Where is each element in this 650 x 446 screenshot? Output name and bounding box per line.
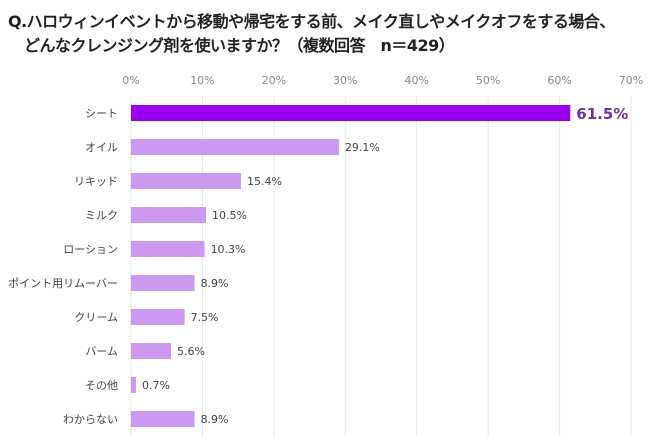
x-tick-label: 50% [476, 74, 500, 87]
bar [131, 105, 571, 121]
category-label: ローション [63, 243, 118, 256]
data-label: 10.3% [211, 243, 246, 256]
data-label: 15.4% [247, 175, 282, 188]
data-label: 7.5% [191, 311, 219, 324]
data-label: 0.7% [142, 379, 170, 392]
bar [131, 275, 195, 291]
x-tick-label: 60% [547, 74, 571, 87]
data-label: 10.5% [212, 209, 247, 222]
bar [131, 309, 185, 325]
category-label: ミルク [85, 209, 118, 222]
chart-title-line-2: どんなクレンジング剤を使いますか？（複数回答 n＝429） [24, 36, 455, 55]
category-label: オイル [85, 141, 118, 154]
x-tick-label: 30% [333, 74, 357, 87]
category-label: バーム [85, 345, 118, 358]
category-label: リキッド [74, 175, 118, 188]
bar [131, 411, 195, 427]
bar [131, 139, 339, 155]
category-label: わからない [63, 413, 118, 426]
chart-title-line-1: Q.ハロウィンイベントから移動や帰宅をする前、メイク直しやメイクオフをする場合、 [8, 12, 615, 31]
x-tick-label: 10% [190, 74, 214, 87]
category-label: シート [85, 107, 118, 120]
x-tick-label: 70% [619, 74, 643, 87]
data-label: 29.1% [345, 141, 380, 154]
category-label: ポイント用リムーバー [8, 277, 118, 290]
category-label: その他 [85, 379, 118, 392]
x-tick-label: 20% [262, 74, 286, 87]
data-label: 61.5% [576, 105, 628, 123]
x-tick-label: 40% [404, 74, 428, 87]
category-label: クリーム [74, 311, 118, 324]
data-label: 8.9% [201, 413, 229, 426]
bar [131, 241, 205, 257]
bar [131, 377, 136, 393]
x-tick-label: 0% [122, 74, 139, 87]
data-label: 5.6% [177, 345, 205, 358]
bar [131, 207, 206, 223]
bar [131, 343, 171, 359]
bar [131, 173, 241, 189]
data-label: 8.9% [201, 277, 229, 290]
